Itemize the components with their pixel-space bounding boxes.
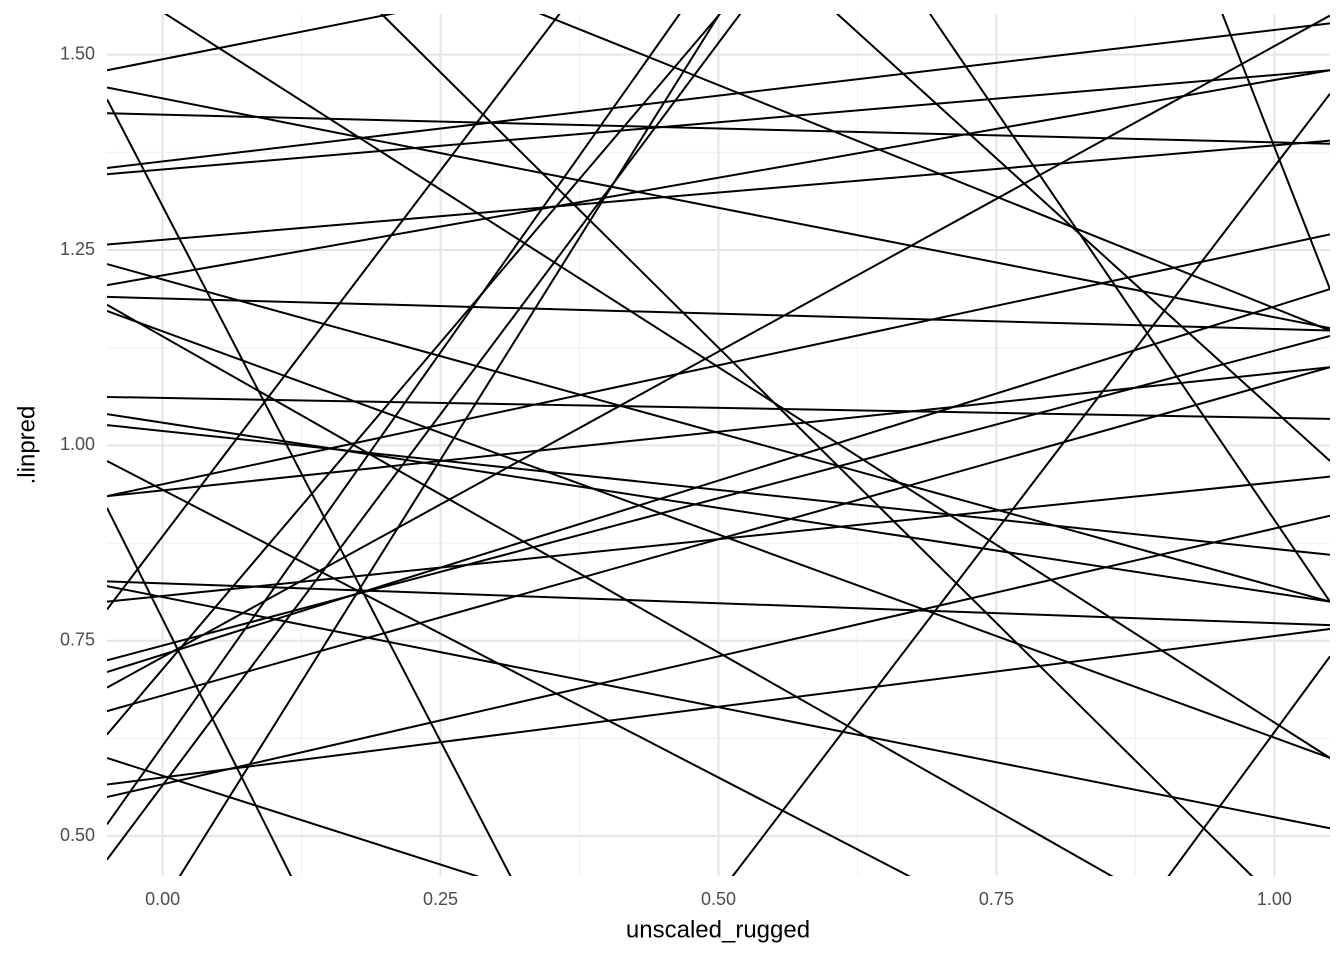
line <box>107 335 1330 662</box>
x-tick-label: 0.25 <box>423 889 458 909</box>
line <box>107 69 1330 287</box>
line <box>107 263 1330 603</box>
line <box>107 86 1330 330</box>
x-tick-label: 0.75 <box>979 889 1014 909</box>
line <box>928 14 1330 603</box>
y-tick-label: 1.00 <box>60 434 95 454</box>
line <box>107 112 1330 145</box>
line <box>107 14 1330 689</box>
line <box>107 395 1330 420</box>
line <box>107 366 1330 713</box>
line <box>731 93 1330 876</box>
line <box>107 413 1330 603</box>
line <box>107 14 681 825</box>
y-tick-label: 1.25 <box>60 239 95 259</box>
line <box>107 14 397 72</box>
x-tick-label: 0.00 <box>145 889 180 909</box>
lines <box>107 14 1330 876</box>
x-axis-title: unscaled_rugged <box>626 916 810 943</box>
line <box>107 14 742 861</box>
line <box>107 22 1330 169</box>
line <box>107 366 1330 498</box>
line <box>107 288 1330 673</box>
line <box>538 14 1330 332</box>
y-tick-label: 0.50 <box>60 825 95 845</box>
line <box>178 14 721 876</box>
x-tick-label: 0.50 <box>701 889 736 909</box>
y-axis-title: .linpred <box>13 406 40 485</box>
line <box>107 69 1330 176</box>
line <box>107 139 1330 246</box>
y-tick-label: 1.50 <box>60 43 95 63</box>
line <box>163 14 1330 759</box>
line <box>107 303 1114 876</box>
line <box>107 98 512 876</box>
y-tick-label: 0.75 <box>60 630 95 650</box>
line <box>107 628 1330 786</box>
x-tick-label: 1.00 <box>1257 889 1292 909</box>
line <box>107 424 1330 556</box>
line <box>107 757 480 876</box>
line <box>835 14 1330 462</box>
line <box>107 295 1330 332</box>
line <box>107 514 1330 799</box>
line <box>107 310 1330 759</box>
line <box>107 14 561 611</box>
line <box>107 460 911 876</box>
line <box>380 14 1254 876</box>
line <box>107 233 1330 498</box>
labels: 0.00 0.25 0.50 0.75 1.00 0.50 0.75 1.00 1.25 1.50 <box>60 43 1292 908</box>
